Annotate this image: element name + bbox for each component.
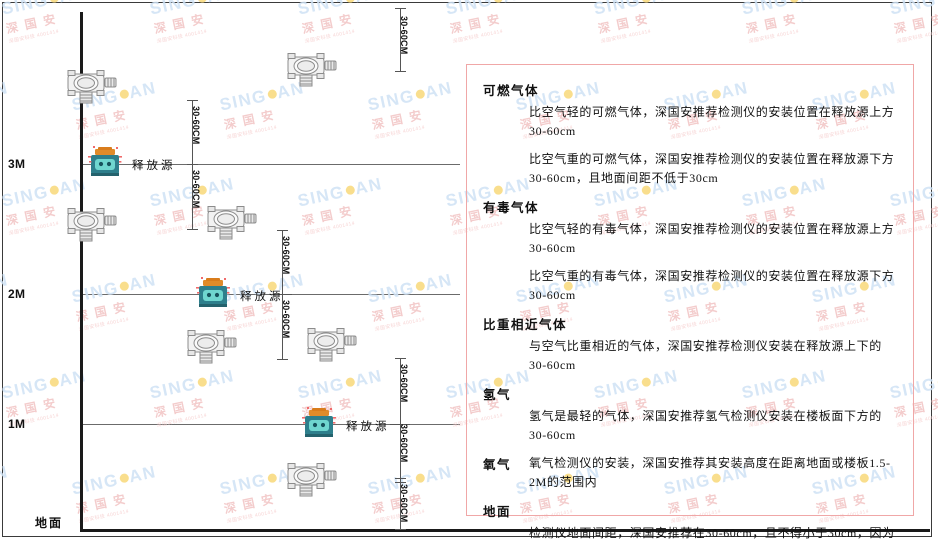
guideline-heading: 氢气: [483, 388, 512, 402]
guideline-paragraph: 比空气轻的可燃气体，深国安推荐检测仪的安装位置在释放源上方30-60cm: [529, 105, 895, 138]
dimension-label: 30-60CM: [281, 236, 291, 275]
guideline-section: 有毒气体比空气轻的有毒气体，深国安推荐检测仪的安装位置在释放源上方30-60cm…: [481, 197, 899, 305]
guideline-section: 氧气 氧气检测仪的安装，深国安推荐其安装高度在距离地面或楼板1.5-2M的范围内: [483, 454, 899, 492]
release-source-label: 释放源: [346, 421, 390, 433]
gas-detector-icon: [66, 62, 122, 111]
release-source-label: 释放源: [132, 160, 176, 172]
guideline-heading: 有毒气体: [483, 201, 540, 215]
guideline-paragraph: 检测仪地面间距，深国安推荐在30-60cm，且不得小于30cm，因为过低容易水溅…: [529, 526, 895, 540]
guideline-heading: 氧气: [483, 458, 512, 472]
level-label-1m: 1M: [8, 417, 26, 431]
guideline-paragraph: 比空气轻的有毒气体，深国安推荐检测仪的安装位置在释放源上方30-60cm: [529, 222, 895, 255]
dimension-label: 30-60CM: [399, 364, 409, 403]
dimension-label: 30-60CM: [399, 16, 409, 55]
release-source-label: 释放源: [240, 291, 284, 303]
level-line-1m: [83, 424, 460, 425]
vertical-axis: [80, 12, 83, 530]
level-label-3m: 3M: [8, 157, 26, 171]
dimension-label: 30-60CM: [191, 170, 201, 209]
guideline-paragraph: 氧气检测仪的安装，深国安推荐其安装高度在距离地面或楼板1.5-2M的范围内: [529, 456, 891, 489]
guideline-heading: 比重相近气体: [483, 318, 568, 332]
dimension-label: 30-60CM: [191, 106, 201, 145]
dimension-label: 30-60CM: [281, 300, 291, 339]
gas-detector-icon: [286, 455, 342, 504]
guideline-paragraph: 比空气重的有毒气体，深国安推荐检测仪的安装位置在释放源下方30-60cm: [529, 269, 895, 302]
guidelines-panel: 可燃气体比空气轻的可燃气体，深国安推荐检测仪的安装位置在释放源上方30-60cm…: [466, 64, 914, 540]
ground-axis: [80, 529, 930, 532]
level-line-3m: [83, 164, 460, 165]
level-label-2m: 2M: [8, 287, 26, 301]
gas-detector-icon: [206, 198, 262, 247]
release-source-icon: [88, 146, 128, 185]
level-line-2m: [83, 294, 460, 295]
guideline-section: 氢气氢气是最轻的气体，深国安推荐氢气检测仪安装在楼板面下方的30-60cm: [481, 384, 899, 445]
guideline-section: 地面检测仪地面间距，深国安推荐在30-60cm，且不得小于30cm，因为过低容易…: [481, 501, 899, 541]
release-source-icon: [196, 277, 236, 316]
guideline-heading: 地面: [483, 505, 512, 519]
gas-detector-icon: [306, 320, 362, 369]
guideline-section: 可燃气体比空气轻的可燃气体，深国安推荐检测仪的安装位置在释放源上方30-60cm…: [481, 80, 899, 188]
gas-detector-icon: [66, 200, 122, 249]
ground-label: 地面: [35, 516, 64, 530]
guideline-paragraph: 比空气重的可燃气体，深国安推荐检测仪的安装位置在释放源下方30-60cm，且地面…: [529, 152, 895, 185]
guideline-section: 比重相近气体与空气比重相近的气体，深国安推荐检测仪安装在释放源上下的30-60c…: [481, 314, 899, 375]
release-source-icon: [302, 407, 342, 446]
gas-detector-icon: [286, 45, 342, 94]
dimension-label: 30-60CM: [399, 484, 409, 523]
guideline-paragraph: 氢气是最轻的气体，深国安推荐氢气检测仪安装在楼板面下方的30-60cm: [529, 409, 882, 442]
guideline-paragraph: 与空气比重相近的气体，深国安推荐检测仪安装在释放源上下的30-60cm: [529, 339, 882, 372]
dimension-label: 30-60CM: [399, 424, 409, 463]
guideline-heading: 可燃气体: [483, 84, 540, 98]
gas-detector-icon: [186, 322, 242, 371]
